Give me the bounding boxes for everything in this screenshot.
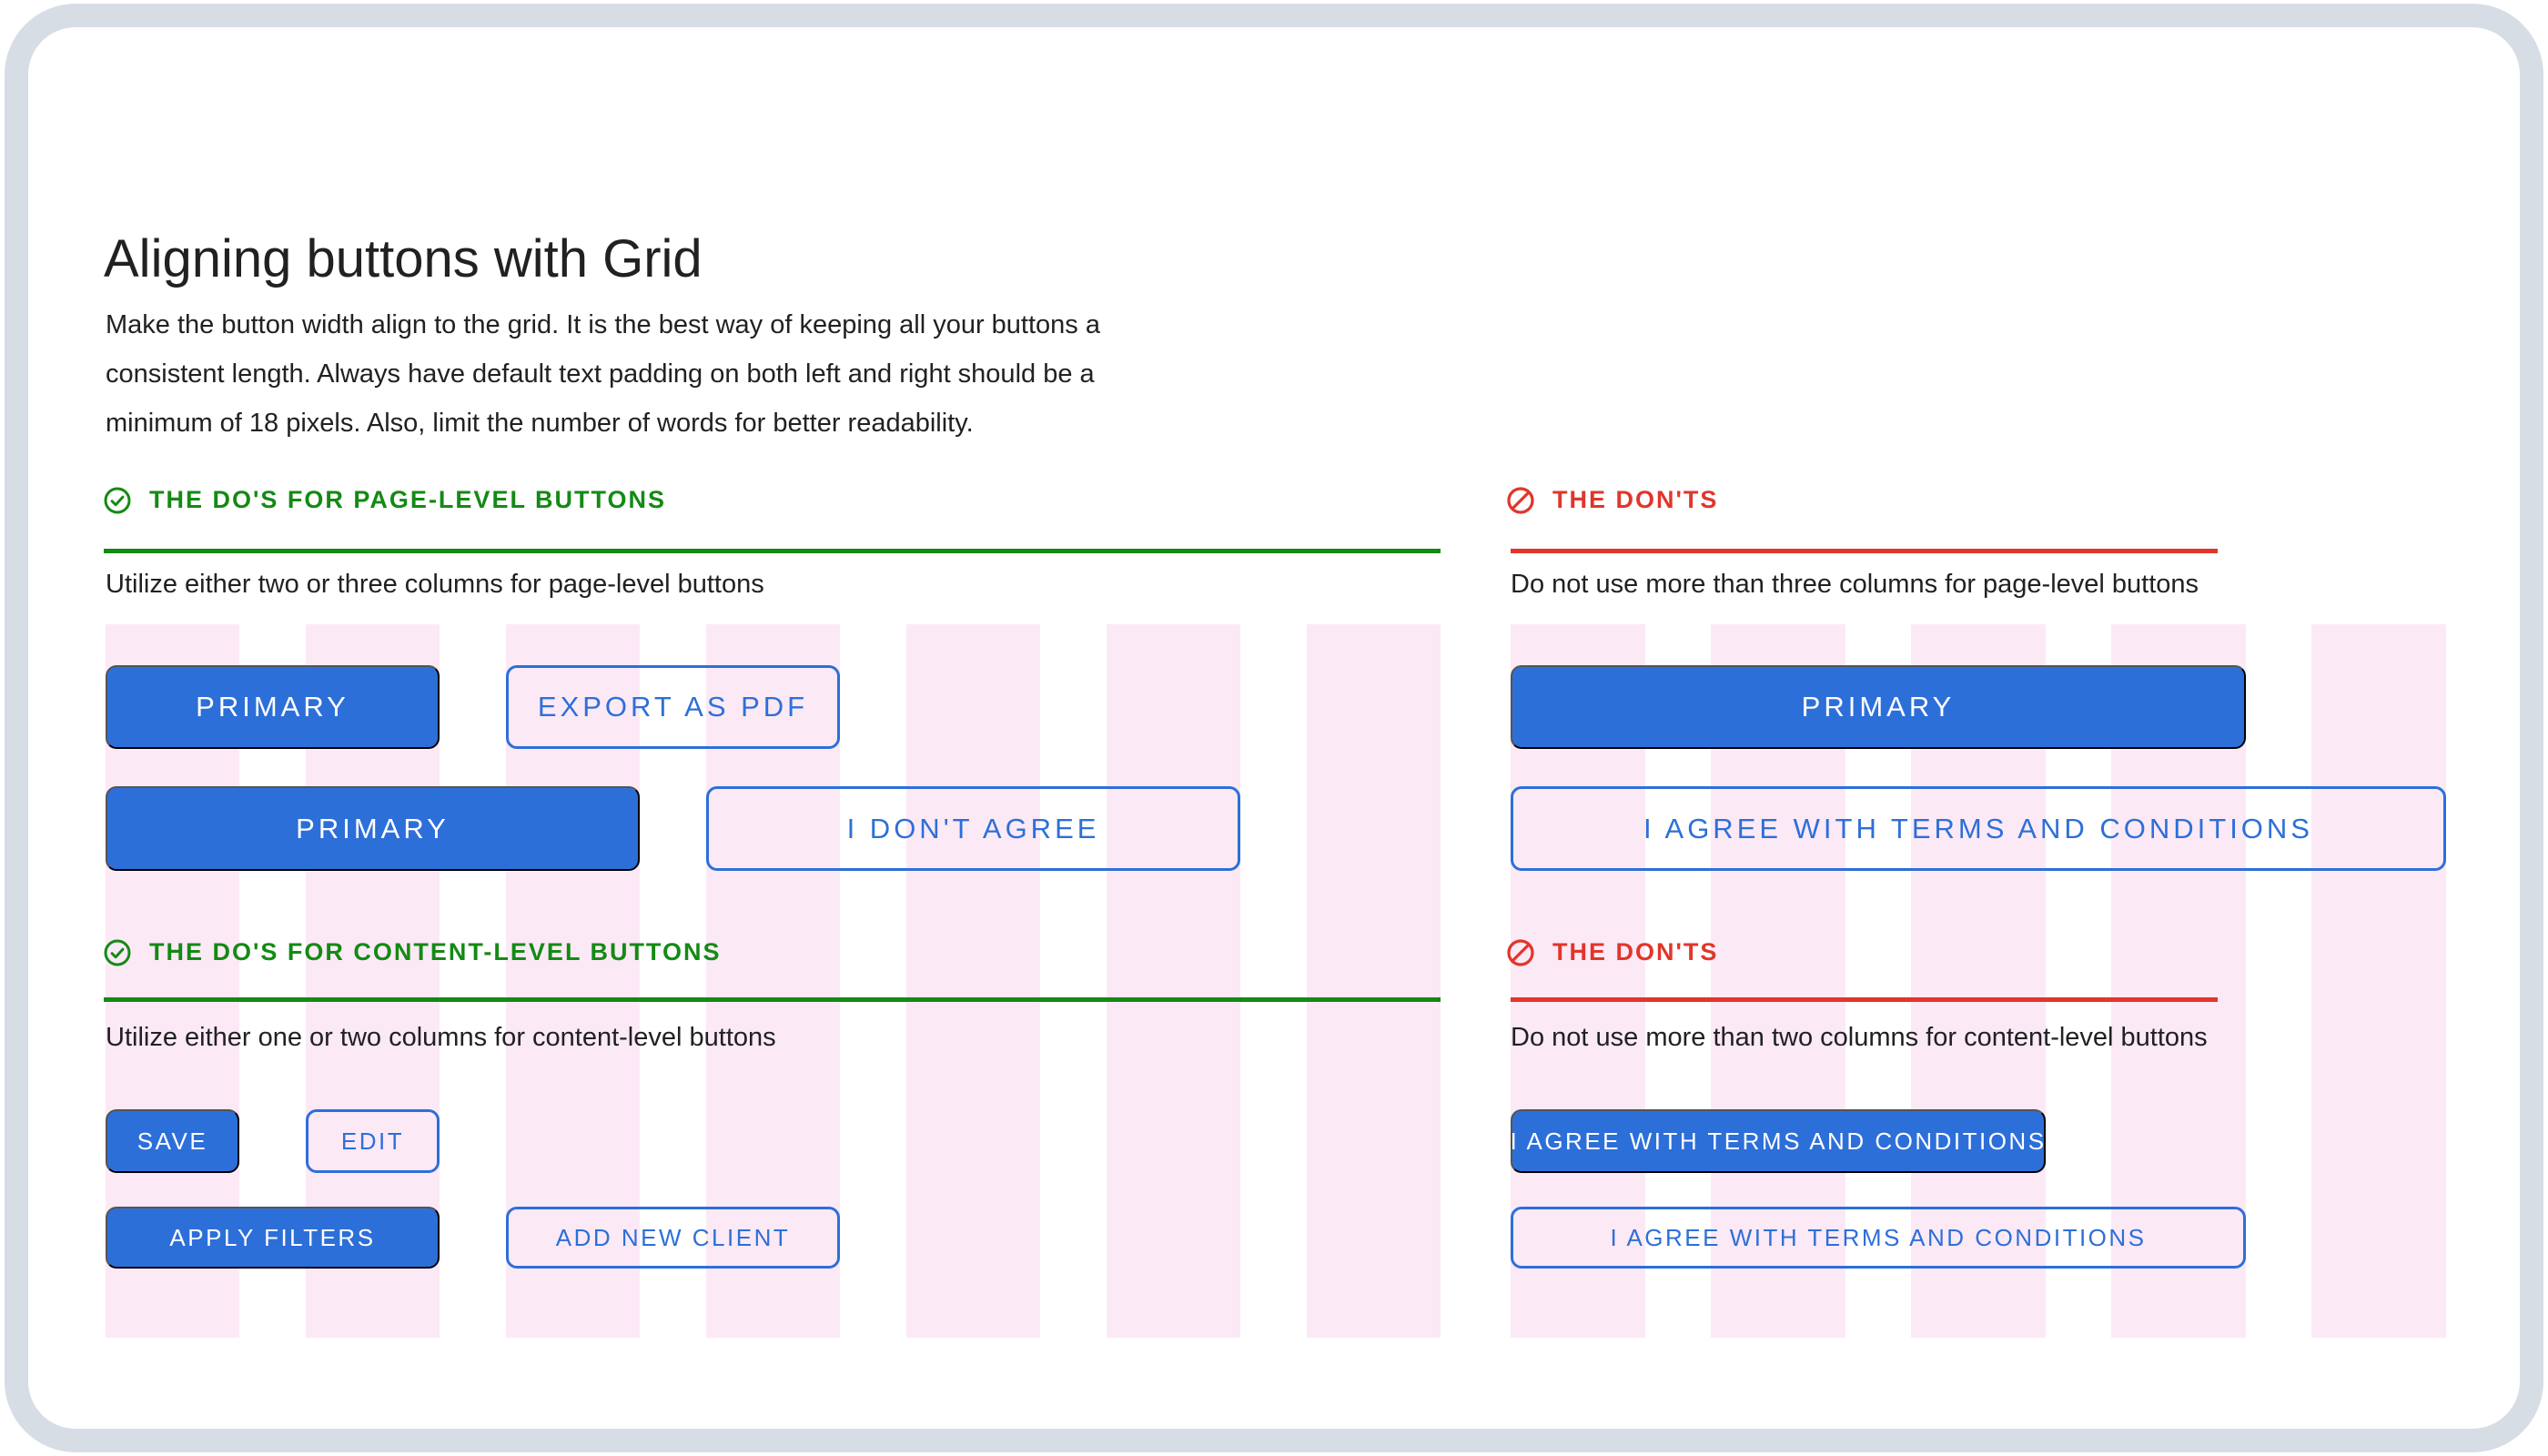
i-dont-agree-button[interactable]: I DON'T AGREE	[706, 786, 1240, 871]
block-icon	[1507, 938, 1534, 966]
block-icon	[1507, 486, 1534, 514]
grid-column-stripe	[706, 624, 840, 1338]
export-as-pdf-button[interactable]: EXPORT AS PDF	[506, 665, 840, 749]
primary-button[interactable]: PRIMARY	[106, 665, 440, 749]
grid-column-stripe	[2311, 624, 2446, 1338]
dont-divider	[1511, 997, 2218, 1002]
do-page-description: Utilize either two or three columns for …	[106, 570, 764, 599]
edit-button[interactable]: EDIT	[306, 1109, 440, 1173]
dont-content-description: Do not use more than two columns for con…	[1511, 1023, 2208, 1052]
donts-page-level-heading: THE DON'TS	[1507, 486, 1718, 514]
grid-column-stripe	[906, 624, 1040, 1338]
page-title: Aligning buttons with Grid	[104, 228, 703, 288]
grid-column-stripe	[1307, 624, 1441, 1338]
do-divider	[104, 549, 1441, 553]
dos-page-level-heading: THE DO'S FOR PAGE-LEVEL BUTTONS	[104, 486, 666, 514]
dos-content-level-heading: THE DO'S FOR CONTENT-LEVEL BUTTONS	[104, 938, 721, 966]
section-heading-label: THE DO'S FOR PAGE-LEVEL BUTTONS	[149, 486, 666, 513]
intro-line: consistent length. Always have default t…	[106, 359, 1095, 389]
check-circle-icon	[104, 487, 131, 513]
agree-terms-button-no-padding[interactable]: I AGREE WITH TERMS AND CONDITIONS	[1511, 1109, 2046, 1173]
intro-line: Make the button width align to the grid.…	[106, 310, 1100, 339]
agree-terms-button-too-wide[interactable]: I AGREE WITH TERMS AND CONDITIONS	[1511, 786, 2446, 871]
dont-page-description: Do not use more than three columns for p…	[1511, 570, 2199, 599]
section-heading-label: THE DON'TS	[1552, 486, 1719, 513]
donts-content-level-heading: THE DON'TS	[1507, 938, 1718, 966]
add-new-client-button[interactable]: ADD NEW CLIENT	[506, 1207, 840, 1269]
intro-paragraph: Make the button width align to the grid.…	[106, 300, 1100, 448]
grid-column-stripe	[506, 624, 640, 1338]
primary-button-too-wide[interactable]: PRIMARY	[1511, 665, 2246, 749]
primary-button-wide[interactable]: PRIMARY	[106, 786, 640, 871]
grid-column-stripe	[1107, 624, 1240, 1338]
apply-filters-button[interactable]: APPLY FILTERS	[106, 1207, 440, 1269]
do-content-description: Utilize either one or two columns for co…	[106, 1023, 776, 1052]
intro-line: minimum of 18 pixels. Also, limit the nu…	[106, 409, 974, 438]
section-heading-label: THE DO'S FOR CONTENT-LEVEL BUTTONS	[149, 938, 722, 966]
dont-divider	[1511, 549, 2218, 553]
save-button[interactable]: SAVE	[106, 1109, 239, 1173]
section-heading-label: THE DON'TS	[1552, 938, 1719, 966]
do-divider	[104, 997, 1441, 1002]
agree-terms-button-three-columns[interactable]: I AGREE WITH TERMS AND CONDITIONS	[1511, 1207, 2246, 1269]
check-circle-icon	[104, 939, 131, 966]
